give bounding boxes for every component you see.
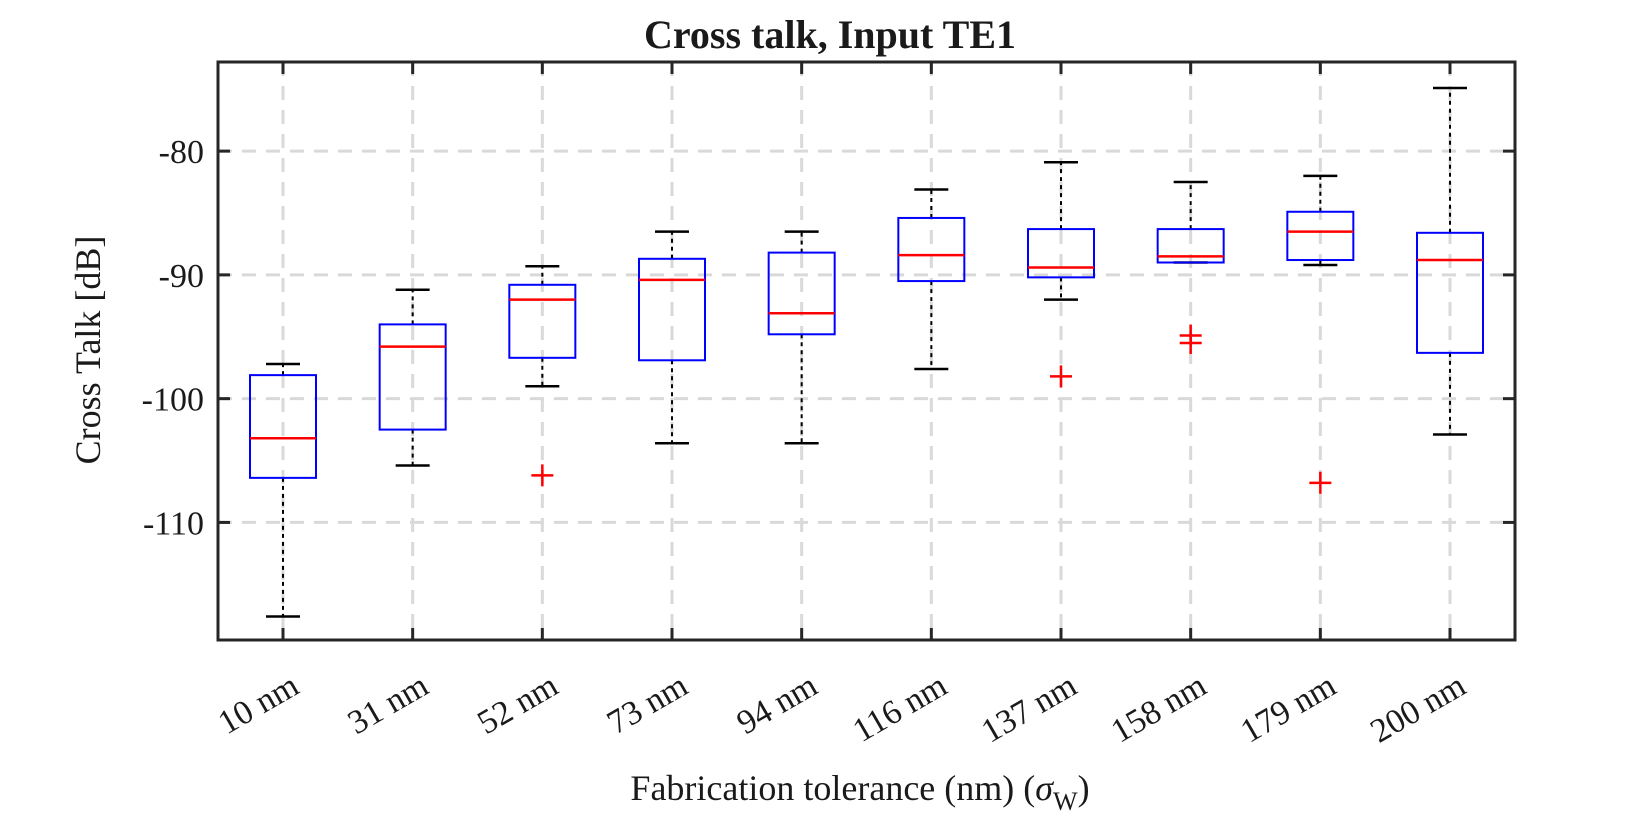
outlier-marker xyxy=(1309,471,1332,494)
axes-frame xyxy=(216,60,1517,642)
box-body xyxy=(1027,228,1095,279)
box-body xyxy=(638,257,706,362)
box-137-nm xyxy=(1027,161,1095,388)
x-tick-label: 116 nm xyxy=(847,667,954,750)
box-179-nm xyxy=(1286,174,1355,494)
plot-data xyxy=(249,86,1484,618)
box-body xyxy=(378,323,447,431)
x-tick-label: 158 nm xyxy=(1105,667,1213,751)
x-tick-label: 137 nm xyxy=(975,667,1083,751)
box-73-nm xyxy=(638,230,706,445)
x-axis-label: Fabrication tolerance (nm) (σW) xyxy=(630,768,1089,816)
x-axis-label-subscript: W xyxy=(1053,787,1078,816)
outlier-marker xyxy=(1179,331,1202,354)
x-tick-label: 200 nm xyxy=(1364,667,1472,751)
y-axis-label: Cross Talk [dB] xyxy=(68,236,108,465)
box-52-nm xyxy=(508,264,577,487)
box-200-nm xyxy=(1416,86,1484,436)
box-158-nm xyxy=(1156,180,1225,354)
x-axis-label-close: ) xyxy=(1078,768,1090,808)
y-tick-label: -100 xyxy=(142,382,204,419)
box-body xyxy=(897,216,966,283)
chart-title: Cross talk, Input TE1 xyxy=(644,12,1016,57)
box-31-nm xyxy=(378,288,447,467)
box-body xyxy=(1156,228,1225,264)
box-94-nm xyxy=(767,230,836,445)
box-116-nm xyxy=(897,188,966,371)
x-axis-label-sigma: σ xyxy=(1035,768,1054,808)
x-tick-label: 10 nm xyxy=(212,667,305,742)
x-tick-label: 94 nm xyxy=(731,667,824,742)
y-tick-label: -80 xyxy=(159,134,204,171)
x-tick-label: 73 nm xyxy=(601,667,694,742)
y-tick-label: -90 xyxy=(159,258,204,295)
box-body xyxy=(1286,210,1355,262)
x-tick-label: 31 nm xyxy=(342,667,435,742)
axis-ticks: -110 -100 -90 -80 10 nm 31 nm 52 nm 73 nm 94 nm 1… xyxy=(142,62,1515,750)
box-10-nm xyxy=(249,362,317,618)
box-body xyxy=(1416,231,1484,354)
grid-lines xyxy=(218,62,1515,640)
y-tick-label: -110 xyxy=(143,505,204,542)
outlier-marker xyxy=(531,464,554,487)
outlier-marker xyxy=(1050,365,1072,388)
box-body xyxy=(508,283,577,359)
x-tick-label: 179 nm xyxy=(1235,667,1343,751)
x-axis-label-text: Fabrication tolerance (nm) ( xyxy=(630,768,1035,808)
box-body xyxy=(249,374,317,479)
x-tick-label: 52 nm xyxy=(471,667,564,742)
box-body xyxy=(767,251,836,336)
